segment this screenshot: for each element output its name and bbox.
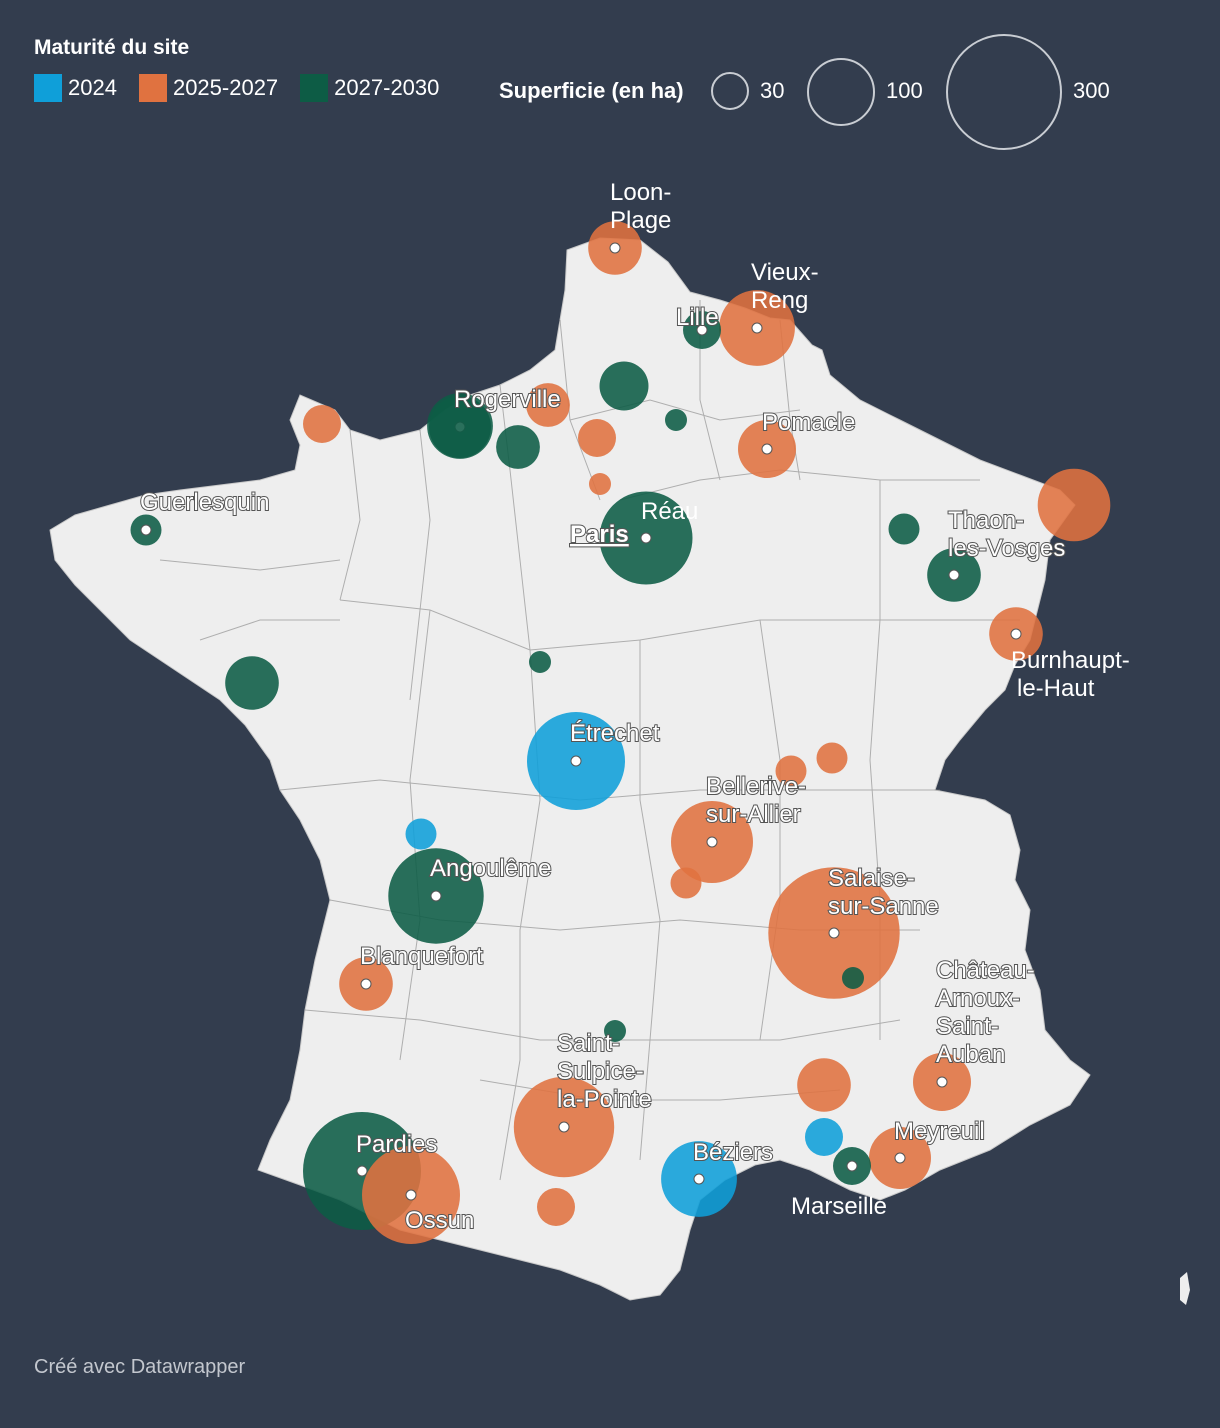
site-bubble-unlabeled-38[interactable] (604, 1020, 626, 1042)
legend-label-2027-2030: 2027-2030 (334, 75, 440, 100)
label-reau: Réau (641, 498, 698, 525)
site-bubble-unlabeled-22[interactable] (496, 425, 540, 469)
site-dot (360, 978, 372, 990)
label-vieux-reng-2: Reng (751, 287, 808, 314)
site-dot (696, 324, 708, 336)
site-dot (140, 524, 152, 536)
site-bubbles (130, 221, 1111, 1244)
legend-color-title: Maturité du site (34, 36, 190, 59)
legend-swatch-2025-2027 (138, 74, 167, 102)
site-bubble-unlabeled-28[interactable] (599, 361, 649, 411)
legend-label-2024: 2024 (68, 75, 117, 100)
size-label-30: 30 (760, 78, 785, 103)
size-key-100 (807, 58, 875, 126)
site-bubble-unlabeled-24[interactable] (665, 409, 687, 431)
legend-swatch-2024 (34, 74, 62, 102)
site-dot (1010, 628, 1022, 640)
label-saint-sulpice-1: Saint- (557, 1030, 620, 1057)
label-saint-sulpice-3: la-Pointe (557, 1086, 652, 1113)
label-thaon-2: les-Vosges (948, 535, 1065, 562)
site-bubble-unlabeled-33[interactable] (775, 755, 807, 787)
site-bubble-unlabeled-25[interactable] (427, 393, 493, 459)
label-chateau-2: Arnoux- (936, 985, 1020, 1012)
site-dot (430, 890, 442, 902)
site-bubble-unlabeled-41[interactable] (537, 1188, 575, 1226)
site-bubble-unlabeled-30[interactable] (888, 513, 920, 545)
label-marseille: Marseille (791, 1193, 887, 1220)
footer-credit: Créé avec Datawrapper (34, 1356, 246, 1378)
size-label-300: 300 (1073, 78, 1110, 103)
corsica (1180, 1272, 1190, 1305)
site-bubble-unlabeled-31[interactable] (529, 651, 551, 673)
label-salaise-2: sur-Sanne (828, 893, 939, 920)
label-thaon-1: Thaon- (948, 507, 1024, 534)
label-etrechet: Étrechet (570, 720, 660, 747)
site-bubble-unlabeled-29[interactable] (1037, 468, 1111, 542)
legend-swatch-2027-2030 (300, 74, 329, 102)
site-bubble-unlabeled-23[interactable] (578, 419, 616, 457)
site-dot (761, 443, 773, 455)
label-chateau-3: Saint- (936, 1013, 999, 1040)
label-saint-sulpice-2: Sulpice- (557, 1058, 644, 1085)
label-loon-plage-2: Plage (610, 207, 671, 234)
size-label-100: 100 (886, 78, 923, 103)
label-pardies: Pardies (356, 1131, 437, 1158)
label-burnhaupt-2: le-Haut (1017, 675, 1095, 702)
label-rogerville: Rogerville (454, 386, 561, 413)
site-bubble-unlabeled-35[interactable] (405, 818, 437, 850)
site-bubble-unlabeled-37[interactable] (842, 967, 864, 989)
site-dot (706, 836, 718, 848)
label-guerlesquin: Guerlesquin (140, 489, 269, 516)
size-key-30 (711, 72, 749, 110)
site-dot (894, 1152, 906, 1164)
label-loon-plage-1: Loon- (610, 179, 671, 206)
site-dot (846, 1160, 858, 1172)
site-dot (356, 1165, 368, 1177)
site-dot (609, 242, 621, 254)
legend-item-2024: 2024 (34, 74, 117, 102)
site-bubble-unlabeled-27[interactable] (589, 473, 611, 495)
legend: Maturité du site 2024 2025-2027 2027-203… (34, 34, 1194, 154)
site-dot (640, 532, 652, 544)
label-beziers: Béziers (693, 1139, 773, 1166)
site-dot (693, 1173, 705, 1185)
legend-size-title: Superficie (en ha) (499, 78, 684, 103)
site-dot (936, 1076, 948, 1088)
label-angouleme: Angoulême (430, 855, 551, 882)
site-bubble-unlabeled-32[interactable] (225, 656, 279, 710)
site-bubble-unlabeled-26[interactable] (303, 405, 341, 443)
legend-item-2025-2027: 2025-2027 (138, 74, 279, 102)
label-salaise-1: Salaise- (828, 865, 915, 892)
size-key-300 (946, 34, 1062, 150)
legend-item-2027-2030: 2027-2030 (300, 74, 439, 102)
label-paris: Paris (570, 521, 629, 548)
label-burnhaupt-1: Burnhaupt- (1011, 647, 1130, 674)
label-bellerive-2: sur-Allier (706, 801, 801, 828)
site-bubble-unlabeled-36[interactable] (670, 867, 702, 899)
site-dot (948, 569, 960, 581)
label-chateau-1: Château- (936, 957, 1035, 984)
site-bubble-unlabeled-39[interactable] (797, 1058, 851, 1112)
label-meyreuil: Meyreuil (894, 1118, 985, 1145)
site-dot (751, 322, 763, 334)
label-ossun: Ossun (405, 1207, 474, 1234)
legend-label-2025-2027: 2025-2027 (172, 75, 279, 100)
color-legend: 2024 2025-2027 2027-2030 (34, 74, 461, 102)
city-labels: Loon- Plage Vieux- Reng Lille Rogerville… (139, 179, 1130, 1235)
site-dot (405, 1189, 417, 1201)
label-lille: Lille (676, 304, 719, 331)
site-dot (828, 927, 840, 939)
site-dot (570, 755, 582, 767)
site-bubble-unlabeled-40[interactable] (805, 1118, 843, 1156)
label-pomacle: Pomacle (762, 409, 855, 436)
site-dot (558, 1121, 570, 1133)
site-bubble-unlabeled-21[interactable] (526, 383, 570, 427)
site-bubble-unlabeled-34[interactable] (816, 742, 848, 774)
label-blanquefort: Blanquefort (360, 943, 483, 970)
label-chateau-4: Auban (936, 1041, 1005, 1068)
label-vieux-reng-1: Vieux- (751, 259, 819, 286)
label-bellerive-1: Bellerive- (706, 773, 806, 800)
